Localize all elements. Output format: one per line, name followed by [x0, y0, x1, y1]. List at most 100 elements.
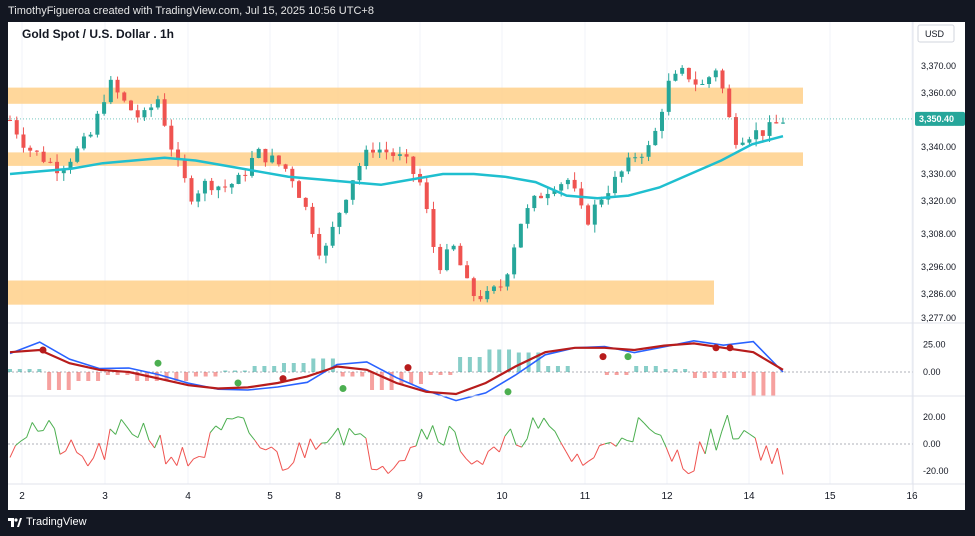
rsi-segment	[699, 441, 706, 455]
candle	[297, 181, 302, 198]
histogram-bar	[477, 357, 482, 372]
rsi-segment	[715, 431, 723, 451]
rsi-segment	[599, 443, 606, 447]
rsi-segment	[92, 442, 100, 459]
price-axis[interactable]: 3,370.003,360.003,350.003,340.003,330.00…	[921, 61, 956, 323]
histogram-bar	[125, 372, 130, 375]
rsi-segment	[632, 417, 639, 442]
rsi-segment	[276, 451, 283, 471]
rsi-segment	[98, 442, 106, 460]
rsi-segment	[393, 460, 400, 469]
rsi-segment	[159, 434, 167, 465]
rsi-segment	[365, 438, 372, 470]
rsi-segment	[604, 441, 611, 445]
time-axis[interactable]: 2 3 4 5 8 9 10 11 12 14 15 16	[19, 491, 918, 502]
rsi-segment	[326, 435, 333, 443]
rsi-segment	[738, 430, 745, 440]
signal-line	[9, 339, 784, 402]
rsi-segment	[215, 425, 222, 431]
candle	[216, 186, 221, 191]
histogram-bar	[203, 372, 208, 377]
histogram-bar	[76, 372, 81, 381]
candle	[176, 149, 181, 160]
histogram-bar	[47, 372, 52, 390]
rsi-segment	[621, 437, 628, 441]
rsi-segment	[132, 433, 139, 439]
histogram-bar	[350, 372, 355, 377]
candle	[431, 209, 436, 247]
crossover-dot	[339, 385, 347, 392]
crossover-dot	[726, 344, 734, 352]
zone-resistance	[8, 87, 803, 104]
currency-badge[interactable]	[917, 24, 955, 43]
candle	[21, 134, 26, 148]
candle	[774, 122, 779, 124]
candle	[700, 83, 705, 85]
histogram-bar	[546, 366, 551, 372]
rsi-segment	[81, 456, 89, 467]
rsi-segment	[20, 436, 27, 442]
rsi-segment	[421, 428, 428, 440]
time-tick-label: 2	[19, 491, 25, 502]
histogram-bar	[86, 372, 91, 381]
candle	[451, 245, 456, 250]
rsi-oscillator	[8, 414, 913, 475]
rsi-segment	[209, 425, 217, 433]
last-price-badge	[915, 111, 965, 126]
candle	[317, 233, 322, 256]
oscillator-tick-label: 25.00	[923, 340, 946, 350]
chart-panel[interactable]: Gold Spot / U.S. Dollar . 1h USD 3,370.0…	[8, 22, 965, 510]
rsi-segment	[627, 440, 633, 443]
candle	[727, 88, 732, 118]
rsi-segment	[9, 445, 17, 458]
rsi-segment	[26, 422, 33, 438]
histogram-bar	[37, 369, 42, 372]
candle	[48, 161, 53, 163]
candles[interactable]	[8, 65, 785, 303]
price-tick-label: 3,277.00	[921, 313, 956, 323]
tradingview-logo-icon	[8, 518, 22, 527]
rsi-segment	[638, 417, 645, 424]
rsi-axis: 20.00 0.00 -20.00	[923, 412, 949, 476]
rsi-segment	[526, 417, 534, 439]
candle	[370, 149, 375, 153]
rsi-segment	[726, 414, 734, 440]
rsi-segment	[665, 447, 673, 462]
tradingview-brand: TradingView	[26, 516, 87, 528]
price-tick-label: 3,370.00	[921, 61, 956, 71]
candle	[518, 223, 523, 248]
histogram-bar	[301, 363, 306, 372]
histogram-bar	[115, 372, 120, 375]
rsi-segment	[521, 438, 528, 448]
rsi-segment	[321, 442, 328, 444]
candle	[438, 246, 443, 271]
price-chart[interactable]: Gold Spot / U.S. Dollar . 1h USD 3,370.0…	[8, 22, 965, 510]
candle	[505, 274, 510, 287]
rsi-segment	[204, 432, 211, 458]
last-price-label: 3,350.40	[919, 114, 954, 124]
candle	[108, 79, 113, 103]
histogram-bar	[644, 366, 649, 372]
histogram-bar	[262, 366, 267, 372]
watermark-header: TimothyFigueroa created with TradingView…	[0, 0, 975, 22]
candle	[465, 265, 470, 279]
candle	[115, 79, 120, 93]
rsi-segment	[170, 456, 178, 466]
candle	[310, 206, 315, 234]
rsi-segment	[115, 419, 122, 435]
rsi-segment	[42, 420, 50, 431]
rsi-segment	[610, 442, 617, 447]
rsi-segment	[749, 433, 756, 439]
candle	[384, 149, 389, 153]
rsi-segment	[193, 455, 200, 460]
histogram-bar	[722, 372, 727, 378]
candle	[760, 130, 765, 136]
histogram-bar	[330, 358, 335, 372]
time-tick-label: 4	[185, 491, 191, 502]
rsi-segment	[482, 451, 489, 465]
rsi-segment	[476, 460, 483, 466]
crossover-dot	[624, 353, 632, 361]
rsi-segment	[54, 428, 61, 455]
candle	[189, 178, 194, 202]
candle	[545, 193, 550, 199]
